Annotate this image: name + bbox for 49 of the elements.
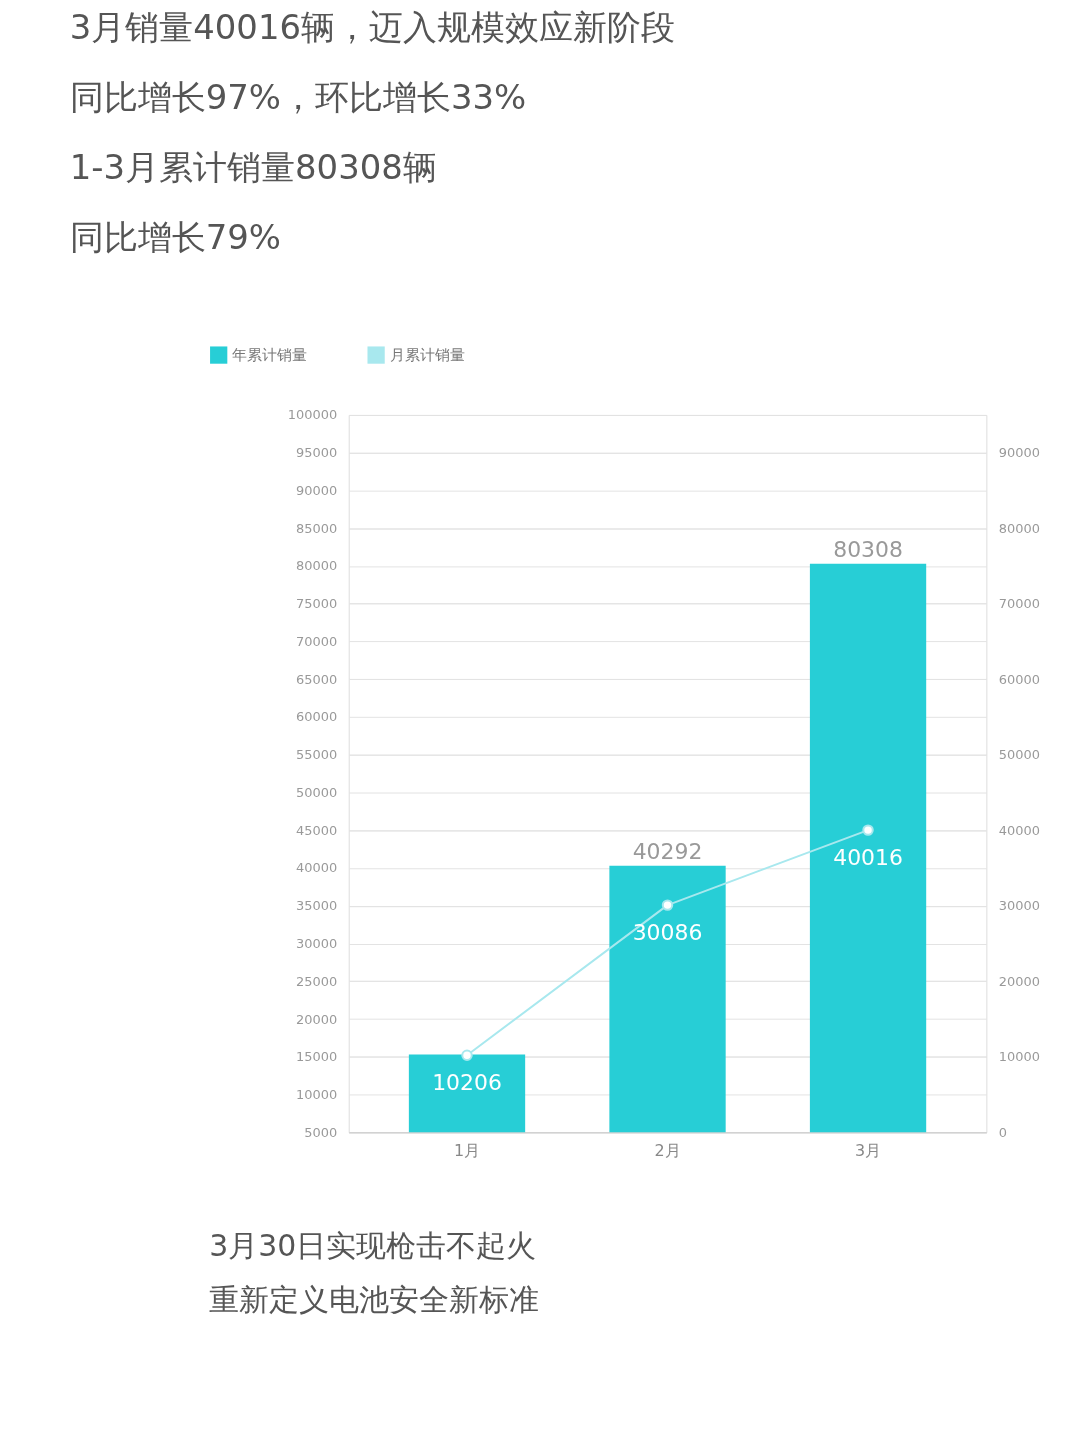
y-tick-label: 30000 <box>296 935 338 951</box>
data-label: 80308 <box>833 536 903 562</box>
legend-label: 月累计销量 <box>389 346 465 365</box>
y2-tick-label: 30000 <box>998 898 1040 914</box>
y-tick-label: 25000 <box>296 973 338 989</box>
y2-tick-label: 0 <box>998 1124 1008 1140</box>
y2-tick-label: 90000 <box>998 445 1040 461</box>
y-tick-label: 20000 <box>296 1011 338 1027</box>
y-tick-label: 95000 <box>296 445 338 461</box>
data-label: 40016 <box>833 844 903 870</box>
y-tick-label: 5000 <box>304 1124 338 1140</box>
data-label: 10206 <box>432 1070 502 1096</box>
y-tick-label: 15000 <box>296 1049 338 1065</box>
y-tick-label: 65000 <box>296 671 338 687</box>
text: 3月销量40016辆，迈入规模效应新阶段 <box>69 8 676 48</box>
y-tick-label: 45000 <box>296 822 338 838</box>
y-tick-label: 90000 <box>296 482 338 498</box>
x-tick-label: 1月 <box>453 1140 481 1160</box>
point <box>862 824 874 836</box>
text: 重新定义电池安全新标准 <box>209 1281 540 1317</box>
text: 同比增长97%，环比增长33% <box>69 78 527 118</box>
text: 同比增长79% <box>69 217 282 257</box>
text: 1-3月累计销量80308辆 <box>69 147 437 187</box>
y-tick-label: 55000 <box>296 747 338 763</box>
x-tick-label: 3月 <box>854 1140 882 1160</box>
y2-tick-label: 80000 <box>998 520 1040 536</box>
y2-tick-label: 50000 <box>998 747 1040 763</box>
point <box>461 1049 473 1061</box>
y2-tick-label: 60000 <box>998 671 1040 687</box>
legend-label: 年累计销量 <box>232 346 308 365</box>
y2-tick-label: 10000 <box>998 1049 1040 1065</box>
y-tick-label: 40000 <box>296 860 338 876</box>
y-tick-label: 80000 <box>296 558 338 574</box>
y-tick-label: 70000 <box>296 633 338 649</box>
y-tick-label: 50000 <box>296 784 338 800</box>
y-tick-label: 10000 <box>296 1087 338 1103</box>
data-label: 30086 <box>632 919 703 945</box>
y-tick-label: 60000 <box>296 709 338 725</box>
text: 3月30日实现枪击不起火 <box>209 1227 537 1263</box>
point <box>661 899 674 911</box>
y-tick-label: 75000 <box>296 596 338 612</box>
y2-tick-label: 40000 <box>998 822 1040 838</box>
y2-tick-label: 20000 <box>998 973 1040 989</box>
y2-tick-label: 70000 <box>998 596 1040 612</box>
y-tick-label: 100000 <box>287 407 338 423</box>
x-tick-label: 2月 <box>654 1140 681 1160</box>
y-tick-label: 85000 <box>296 520 338 536</box>
y-tick-label: 35000 <box>296 898 338 914</box>
data-label: 40292 <box>632 838 703 864</box>
